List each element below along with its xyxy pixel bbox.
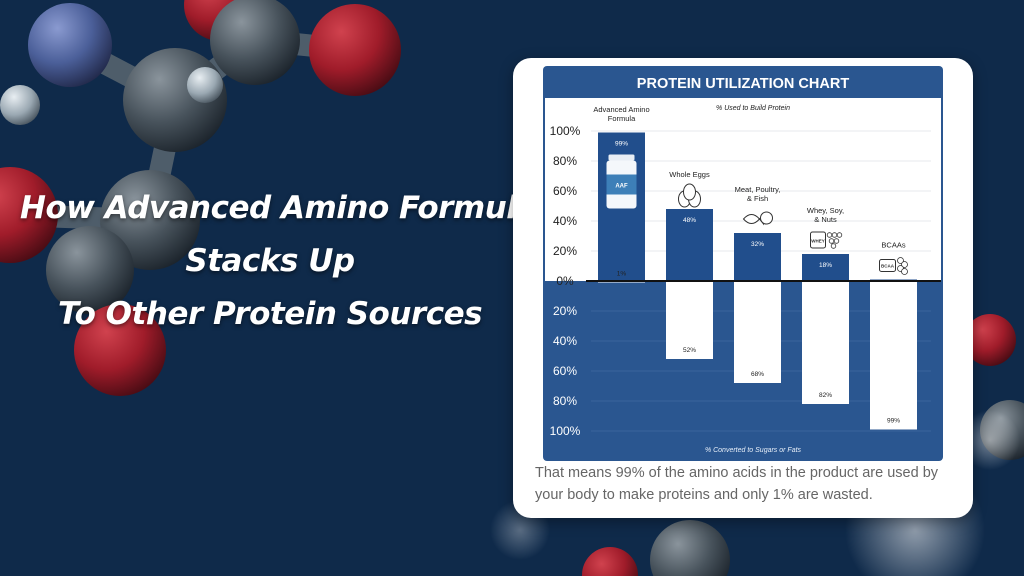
bar-wasted bbox=[734, 281, 781, 383]
category-label: Whey, Soy, bbox=[807, 206, 844, 215]
capsule bbox=[897, 257, 904, 264]
supplement-bottle-icon: AAF bbox=[606, 154, 637, 209]
bar-value-label: 68% bbox=[751, 371, 764, 378]
nut bbox=[828, 238, 835, 244]
chart-card: PROTEIN UTILIZATION CHART % Used to Build… bbox=[513, 58, 973, 518]
whey-jar bbox=[810, 231, 826, 249]
bar-value-label: 18% bbox=[819, 262, 832, 269]
headline-line-2: Stacks Up bbox=[185, 243, 355, 279]
nut bbox=[833, 238, 840, 244]
bar-value-label: 1% bbox=[617, 271, 627, 278]
y-tick-label: 20% bbox=[553, 244, 577, 258]
bar-used bbox=[666, 209, 713, 281]
top-axis-label: % Used to Build Protein bbox=[716, 105, 790, 112]
lens-flare bbox=[960, 410, 1020, 470]
category-label: BCAAs bbox=[881, 241, 905, 250]
bottle-label bbox=[606, 174, 637, 195]
y-tick-label: 100% bbox=[550, 124, 581, 138]
nut bbox=[830, 243, 837, 249]
atom bbox=[187, 67, 223, 103]
whey-jar-icon: WHEY bbox=[810, 231, 843, 249]
atom bbox=[650, 520, 730, 576]
category-label: Whole Eggs bbox=[669, 170, 710, 179]
drumstick bbox=[760, 211, 773, 225]
bar-value-label: 99% bbox=[887, 418, 900, 425]
headline-line-1: How Advanced Amino Formula bbox=[20, 190, 537, 226]
bar-wasted bbox=[870, 281, 917, 430]
headline-line-3: To Other Protein Sources bbox=[57, 296, 483, 332]
bar-value-label: 99% bbox=[615, 141, 628, 148]
meat-fish-icon bbox=[742, 211, 773, 226]
y-tick-label: 60% bbox=[553, 364, 577, 378]
y-tick-label: 80% bbox=[553, 394, 577, 408]
y-tick-label: 80% bbox=[553, 154, 577, 168]
bar-wasted bbox=[666, 281, 713, 359]
nut bbox=[836, 232, 843, 238]
eggs-icon bbox=[678, 183, 701, 208]
bottle-brand: AAF bbox=[615, 184, 628, 190]
bcaa-box-text: BCAA bbox=[881, 264, 895, 269]
atom bbox=[0, 85, 40, 125]
y-tick-label: 20% bbox=[553, 304, 577, 318]
atom bbox=[309, 4, 401, 96]
protein-utilization-chart: PROTEIN UTILIZATION CHART % Used to Build… bbox=[543, 66, 943, 461]
nut bbox=[826, 232, 833, 238]
category-label: & Nuts bbox=[814, 215, 837, 224]
bar-value-label: 32% bbox=[751, 241, 764, 248]
bottle-cap bbox=[608, 154, 635, 161]
chart-caption: That means 99% of the amino acids in the… bbox=[535, 465, 939, 503]
chart-title: PROTEIN UTILIZATION CHART bbox=[637, 76, 850, 92]
y-tick-label: 40% bbox=[553, 214, 577, 228]
capsule bbox=[901, 268, 908, 275]
y-tick-label: 0% bbox=[556, 274, 574, 288]
category-label: Meat, Poultry, bbox=[735, 185, 781, 194]
atom bbox=[582, 547, 638, 576]
bar-used bbox=[734, 233, 781, 281]
whey-jar-text: WHEY bbox=[811, 239, 825, 244]
y-tick-label: 60% bbox=[553, 184, 577, 198]
bar-value-label: 52% bbox=[683, 347, 696, 354]
nut bbox=[831, 232, 838, 238]
category-label: & Fish bbox=[747, 194, 768, 203]
y-tick-label: 40% bbox=[553, 334, 577, 348]
atom bbox=[210, 0, 300, 85]
bar-used bbox=[802, 254, 849, 281]
bottom-axis-label: % Converted to Sugars or Fats bbox=[705, 447, 802, 454]
bcaa-capsule-icon: BCAA bbox=[879, 257, 908, 275]
capsule bbox=[901, 261, 908, 268]
atom bbox=[74, 304, 166, 396]
atom bbox=[964, 314, 1016, 366]
bcaa-box bbox=[879, 259, 896, 272]
headline: How Advanced Amino Formula Stacks Up To … bbox=[20, 182, 537, 341]
atom bbox=[46, 226, 134, 314]
category-label: Advanced Amino bbox=[593, 105, 649, 114]
egg bbox=[683, 183, 696, 201]
bar-value-label: 48% bbox=[683, 217, 696, 224]
atom bbox=[0, 167, 58, 263]
bar-wasted bbox=[802, 281, 849, 404]
category-label: Formula bbox=[608, 114, 636, 123]
atom bbox=[28, 3, 112, 87]
bar-value-label: 82% bbox=[819, 392, 832, 399]
y-tick-label: 100% bbox=[550, 424, 581, 438]
